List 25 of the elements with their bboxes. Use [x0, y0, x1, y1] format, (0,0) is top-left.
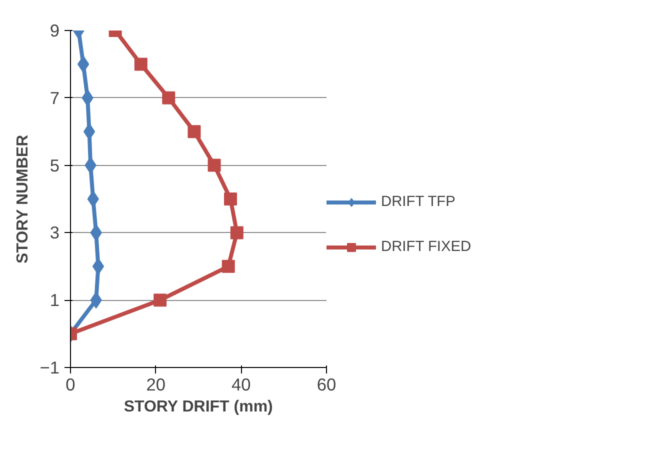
x-tick-label: 0 — [66, 374, 76, 394]
point — [92, 258, 104, 275]
point — [224, 192, 237, 206]
y-tick-label: 1 — [50, 290, 60, 310]
point — [77, 56, 90, 73]
y-tick-label: −1 — [40, 358, 60, 378]
x-tick-label: 60 — [316, 374, 336, 394]
y-axis-title: STORY NUMBER — [14, 134, 32, 264]
x-axis-title: STORY DRIFT (mm) — [124, 398, 273, 416]
point — [134, 58, 148, 71]
point — [230, 226, 244, 240]
point — [222, 260, 235, 273]
point — [188, 125, 201, 138]
legend-label: DRIFT TFP — [381, 194, 456, 210]
y-tick-label: 3 — [50, 222, 60, 243]
legend-label: DRIFT FIXED — [381, 239, 472, 255]
point — [154, 294, 167, 307]
y-tick-label: 9 — [50, 20, 60, 40]
point — [87, 190, 99, 208]
point — [162, 91, 176, 104]
y-tick-label: 5 — [50, 155, 60, 176]
point — [208, 158, 221, 172]
x-tick-label: 20 — [146, 374, 166, 394]
y-tick-label: 7 — [50, 88, 60, 108]
x-tick-label: 40 — [232, 374, 251, 394]
